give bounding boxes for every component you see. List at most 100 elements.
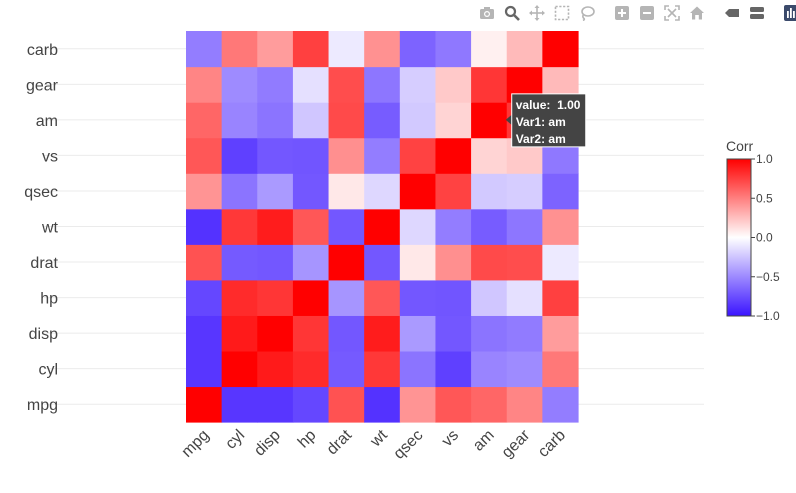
heatmap-cell-vs-carb[interactable] xyxy=(435,31,472,68)
heatmap-cell-wt-hp[interactable] xyxy=(364,279,401,316)
heatmap-cell-mpg-cyl[interactable] xyxy=(186,350,223,388)
heatmap-cell-am-am[interactable] xyxy=(471,102,508,139)
heatmap-cell-gear-mpg[interactable] xyxy=(506,386,543,423)
heatmap-cell-am-hp[interactable] xyxy=(471,279,508,316)
zoom-out-icon[interactable] xyxy=(638,4,656,22)
plotly-logo-icon[interactable] xyxy=(783,4,796,22)
heatmap-cell-am-vs[interactable] xyxy=(471,137,508,174)
heatmap-cell-disp-am[interactable] xyxy=(257,102,294,139)
heatmap-cell-carb-carb[interactable] xyxy=(542,31,579,68)
heatmap-cell-vs-hp[interactable] xyxy=(435,279,472,316)
heatmap-cell-disp-hp[interactable] xyxy=(257,279,294,316)
heatmap-cell-qsec-am[interactable] xyxy=(399,102,437,139)
heatmap-cell-disp-mpg[interactable] xyxy=(257,386,294,423)
heatmap-cell-am-gear[interactable] xyxy=(471,66,508,103)
heatmap-cell-am-cyl[interactable] xyxy=(471,350,508,388)
heatmap-cell-drat-vs[interactable] xyxy=(328,137,365,174)
heatmap-cell-drat-carb[interactable] xyxy=(328,31,365,68)
heatmap-cell-gear-cyl[interactable] xyxy=(506,350,543,388)
box-select-icon[interactable] xyxy=(553,4,571,22)
heatmap-cell-hp-mpg[interactable] xyxy=(292,386,330,423)
heatmap-cell-mpg-am[interactable] xyxy=(186,102,223,139)
heatmap-cell-am-qsec[interactable] xyxy=(471,173,508,210)
heatmap-cell-wt-qsec[interactable] xyxy=(364,173,401,210)
heatmap-cell-wt-wt[interactable] xyxy=(364,208,401,245)
heatmap-cell-vs-cyl[interactable] xyxy=(435,350,472,388)
heatmap-cell-carb-drat[interactable] xyxy=(542,244,579,281)
heatmap-cell-qsec-qsec[interactable] xyxy=(399,173,437,210)
heatmap-cell-hp-qsec[interactable] xyxy=(292,173,330,210)
heatmap-cell-carb-qsec[interactable] xyxy=(542,173,579,210)
heatmap-cell-vs-mpg[interactable] xyxy=(435,386,472,423)
heatmap-cell-mpg-disp[interactable] xyxy=(186,315,223,352)
heatmap-cell-drat-wt[interactable] xyxy=(328,208,365,245)
heatmap-cell-qsec-vs[interactable] xyxy=(399,137,437,174)
heatmap-cell-mpg-wt[interactable] xyxy=(186,208,223,245)
heatmap-cell-carb-hp[interactable] xyxy=(542,279,579,316)
heatmap-cell-cyl-drat[interactable] xyxy=(221,244,258,281)
heatmap-cell-vs-wt[interactable] xyxy=(435,208,472,245)
heatmap-cell-disp-disp[interactable] xyxy=(257,315,294,352)
heatmap-cell-gear-drat[interactable] xyxy=(506,244,543,281)
heatmap-cell-hp-gear[interactable] xyxy=(292,66,330,103)
spike-lines-icon[interactable] xyxy=(723,4,741,22)
heatmap-cell-qsec-drat[interactable] xyxy=(399,244,437,281)
heatmap-cell-gear-qsec[interactable] xyxy=(506,173,543,210)
heatmap-cell-gear-disp[interactable] xyxy=(506,315,543,352)
compare-hover-icon[interactable] xyxy=(748,4,766,22)
zoom-in-icon[interactable] xyxy=(613,4,631,22)
heatmap-cell-carb-mpg[interactable] xyxy=(542,386,579,423)
heatmap-cell-vs-qsec[interactable] xyxy=(435,173,472,210)
heatmap-cell-drat-gear[interactable] xyxy=(328,66,365,103)
heatmap-cell-drat-am[interactable] xyxy=(328,102,365,139)
heatmap-cell-mpg-gear[interactable] xyxy=(186,66,223,103)
heatmap-cell-hp-carb[interactable] xyxy=(292,31,330,68)
heatmap-cell-gear-wt[interactable] xyxy=(506,208,543,245)
heatmap-cell-am-wt[interactable] xyxy=(471,208,508,245)
camera-icon[interactable] xyxy=(478,4,496,22)
heatmap-cell-vs-disp[interactable] xyxy=(435,315,472,352)
heatmap-cell-cyl-vs[interactable] xyxy=(221,137,258,174)
heatmap-cell-qsec-gear[interactable] xyxy=(399,66,437,103)
heatmap-cell-am-drat[interactable] xyxy=(471,244,508,281)
heatmap-cell-carb-disp[interactable] xyxy=(542,315,579,352)
heatmap-cell-carb-wt[interactable] xyxy=(542,208,579,245)
heatmap-cell-disp-cyl[interactable] xyxy=(257,350,294,388)
heatmap-cell-drat-disp[interactable] xyxy=(328,315,365,352)
heatmap-cell-qsec-wt[interactable] xyxy=(399,208,437,245)
heatmap-cell-mpg-drat[interactable] xyxy=(186,244,223,281)
heatmap-cell-cyl-wt[interactable] xyxy=(221,208,258,245)
heatmap-cell-mpg-qsec[interactable] xyxy=(186,173,223,210)
heatmap-cell-cyl-qsec[interactable] xyxy=(221,173,258,210)
reset-axes-icon[interactable] xyxy=(688,4,706,22)
heatmap-cell-wt-carb[interactable] xyxy=(364,31,401,68)
heatmap-cell-wt-mpg[interactable] xyxy=(364,386,401,423)
heatmap-cell-mpg-vs[interactable] xyxy=(186,137,223,174)
heatmap-cell-wt-drat[interactable] xyxy=(364,244,401,281)
heatmap-cell-carb-cyl[interactable] xyxy=(542,350,579,388)
heatmap-cell-mpg-mpg[interactable] xyxy=(186,386,223,423)
heatmap-cell-cyl-disp[interactable] xyxy=(221,315,258,352)
heatmap-cell-vs-vs[interactable] xyxy=(435,137,472,174)
heatmap-cell-drat-qsec[interactable] xyxy=(328,173,365,210)
heatmap-cell-qsec-cyl[interactable] xyxy=(399,350,437,388)
heatmap-cell-disp-carb[interactable] xyxy=(257,31,294,68)
heatmap-cell-wt-cyl[interactable] xyxy=(364,350,401,388)
heatmap-cell-vs-gear[interactable] xyxy=(435,66,472,103)
heatmap-cell-cyl-carb[interactable] xyxy=(221,31,258,68)
heatmap-cell-am-carb[interactable] xyxy=(471,31,508,68)
heatmap-cell-qsec-mpg[interactable] xyxy=(399,386,437,423)
heatmap-cell-cyl-am[interactable] xyxy=(221,102,258,139)
heatmap-cell-cyl-hp[interactable] xyxy=(221,279,258,316)
heatmap-cell-drat-drat[interactable] xyxy=(328,244,365,281)
heatmap-cell-hp-am[interactable] xyxy=(292,102,330,139)
heatmap-cell-drat-mpg[interactable] xyxy=(328,386,365,423)
heatmap-cell-hp-wt[interactable] xyxy=(292,208,330,245)
heatmap-cell-cyl-mpg[interactable] xyxy=(221,386,258,423)
heatmap-cell-qsec-carb[interactable] xyxy=(399,31,437,68)
heatmap-cell-wt-disp[interactable] xyxy=(364,315,401,352)
heatmap-cell-am-mpg[interactable] xyxy=(471,386,508,423)
heatmap-cell-disp-qsec[interactable] xyxy=(257,173,294,210)
autoscale-icon[interactable] xyxy=(663,4,681,22)
heatmap-cell-wt-vs[interactable] xyxy=(364,137,401,174)
